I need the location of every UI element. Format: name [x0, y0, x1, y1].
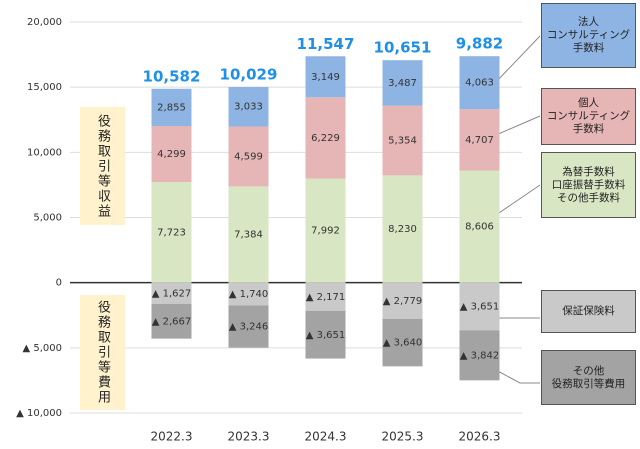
value-label: ▲ 3,640: [383, 338, 423, 349]
bar-segment: [151, 88, 192, 126]
value-label: 4,063: [465, 78, 494, 89]
bar-segment: [228, 186, 269, 283]
value-label: ▲ 2,667: [152, 316, 192, 327]
total-label: 10,651: [374, 39, 432, 57]
bar-segment: [459, 170, 500, 283]
value-label: 4,299: [157, 149, 186, 160]
legend-entry: 為替手数料 口座振替手数料 その他手数料: [541, 152, 636, 218]
value-label: 2,855: [157, 102, 186, 113]
x-tick-label: 2025.3: [382, 430, 424, 444]
bar-segment: [305, 97, 346, 179]
bar-segment: [305, 282, 346, 311]
bar-segment: [382, 105, 423, 176]
y-tick-label: 0: [56, 278, 62, 289]
value-label: 6,229: [311, 133, 340, 144]
value-label: 8,606: [465, 222, 494, 233]
y-tick-label: 10,000: [27, 147, 62, 158]
value-label: 3,487: [388, 78, 417, 89]
legend-connectors: [495, 35, 541, 384]
x-tick-label: 2026.3: [459, 430, 501, 444]
bar-segment: [382, 318, 423, 367]
value-label: 4,707: [465, 135, 494, 146]
value-label: ▲ 1,627: [152, 288, 192, 299]
value-label: ▲ 2,171: [306, 292, 346, 303]
total-label: 10,582: [143, 67, 201, 85]
y-tick-label: 15,000: [27, 82, 62, 93]
value-label: 7,384: [234, 230, 263, 241]
x-tick-label: 2023.3: [228, 430, 270, 444]
value-label: 3,149: [311, 72, 340, 83]
legend-entry: その他 役務取引等費用: [541, 350, 636, 405]
bar-segment: [228, 126, 269, 187]
value-label: 7,723: [157, 227, 186, 238]
x-tick-label: 2022.3: [151, 430, 193, 444]
legend-entry: 法人 コンサルティング 手数料: [541, 3, 636, 68]
bar-segment: [382, 60, 423, 106]
value-label: ▲ 3,651: [460, 301, 500, 312]
value-label: ▲ 3,651: [306, 330, 346, 341]
bar-segment: [459, 56, 500, 110]
value-label: ▲ 3,842: [460, 350, 500, 361]
x-tick-label: 2024.3: [305, 430, 347, 444]
bar-segment: [305, 310, 346, 359]
y-tick-label: ▲ 10,000: [16, 408, 62, 419]
value-label: 8,230: [388, 224, 417, 235]
bar-segment: [459, 282, 500, 331]
bar-segment: [459, 330, 500, 381]
value-label: ▲ 3,246: [229, 321, 269, 332]
value-label: 4,599: [234, 151, 263, 162]
bar-segment: [305, 178, 346, 283]
y-tick-label: ▲ 5,000: [23, 343, 63, 354]
side-label: 役務取引等収益: [80, 107, 125, 225]
bar-segment: [228, 86, 269, 127]
bar-segment: [459, 109, 500, 171]
bar-segment: [151, 182, 192, 283]
bar-segment: [382, 175, 423, 283]
total-label: 9,882: [456, 35, 503, 53]
bar-segment: [228, 305, 269, 348]
value-label: 7,992: [311, 226, 340, 237]
total-label: 10,029: [220, 65, 278, 83]
y-tick-label: 20,000: [27, 17, 62, 28]
legend-entry: 保証保険料: [541, 290, 636, 333]
bar-segment: [151, 282, 192, 304]
bar-segment: [382, 282, 423, 319]
side-label: 役務取引等費用: [80, 295, 125, 410]
total-label: 11,547: [297, 35, 355, 53]
bar-segment: [228, 282, 269, 306]
value-label: 5,354: [388, 136, 417, 147]
y-tick-label: 5,000: [33, 213, 62, 224]
value-label: 3,033: [234, 102, 263, 113]
bar-segment: [151, 303, 192, 339]
value-label: ▲ 1,740: [229, 289, 269, 300]
value-label: ▲ 2,779: [383, 296, 423, 307]
legend-entry: 個人 コンサルティング 手数料: [541, 88, 636, 145]
bar-segment: [305, 56, 346, 98]
bar-segment: [151, 125, 192, 183]
